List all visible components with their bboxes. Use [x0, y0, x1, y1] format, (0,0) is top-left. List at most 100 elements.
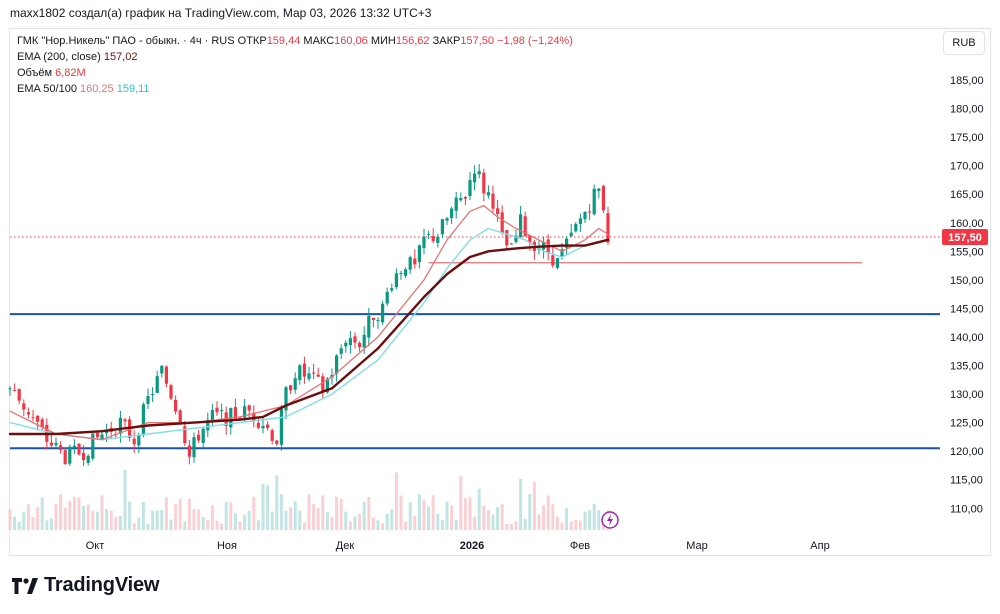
volume-bar: [597, 510, 601, 530]
candle-body: [210, 410, 214, 421]
candle-body: [270, 430, 274, 441]
candle-body: [468, 180, 472, 197]
candle-body: [574, 224, 578, 232]
candle-body: [312, 372, 316, 374]
open-label: ОТКР: [237, 35, 267, 47]
volume-bar: [229, 502, 233, 530]
candle-body: [551, 255, 555, 266]
candle-body: [422, 236, 426, 248]
tradingview-logo[interactable]: TradingView: [12, 574, 159, 597]
brand-name: TradingView: [44, 574, 160, 596]
volume-bar: [141, 501, 145, 530]
chart-frame[interactable]: [9, 28, 991, 556]
candle-body: [385, 291, 389, 304]
ema50100-label: EMA 50/100: [17, 83, 77, 95]
candle-body: [8, 388, 12, 390]
volume-bar: [519, 478, 523, 530]
volume-bar: [344, 511, 348, 530]
candle-body: [275, 440, 279, 444]
candle-body: [528, 235, 532, 243]
volume-bar: [270, 511, 274, 530]
volume-bar: [335, 496, 339, 530]
candle-body: [261, 426, 265, 429]
candle-body: [266, 424, 270, 429]
candle-body: [192, 437, 196, 458]
volume-bar: [206, 519, 210, 530]
candle-body: [118, 417, 122, 434]
volume-bar: [431, 495, 435, 530]
volume-bar: [40, 497, 44, 530]
candle-body: [307, 373, 311, 379]
volume-bar: [17, 521, 21, 530]
volume-bar: [45, 520, 49, 530]
symbol-title[interactable]: ГМК "Нор.Никель" ПАО - обыкн. · 4ч · RUS: [17, 35, 235, 47]
volume-bar: [445, 501, 449, 530]
candle-body: [482, 172, 486, 194]
y-tick-label: 120,00: [950, 446, 984, 458]
candle-body: [174, 399, 178, 412]
candle-body: [72, 445, 76, 449]
volume-bar: [155, 510, 159, 530]
change-value: −1,98 (−1,24%): [497, 35, 573, 47]
candle-body: [491, 193, 495, 209]
candle-body: [417, 245, 421, 262]
candle-body: [40, 419, 44, 428]
volume-bar: [82, 505, 86, 530]
candle-body: [496, 208, 500, 215]
chart-caption: maxx1802 создал(а) график на TradingView…: [10, 6, 432, 20]
candle-body: [592, 188, 596, 215]
volume-bar: [542, 505, 546, 530]
legend-ema200-row[interactable]: EMA (200, close) 157,02: [17, 49, 573, 65]
volume-bar: [160, 509, 164, 530]
ema-lines: [8, 204, 610, 441]
y-tick-label: 155,00: [950, 246, 984, 258]
candle-body: [164, 366, 168, 384]
volume-bar: [569, 521, 573, 530]
volume-bar: [532, 481, 536, 530]
candle-body: [408, 257, 412, 270]
legend-volume-row[interactable]: Объём 6,82М: [17, 65, 573, 81]
volume-bar: [187, 499, 191, 530]
volume-bar: [394, 472, 398, 530]
candle-body: [206, 419, 210, 431]
candle-body: [335, 355, 339, 374]
volume-bar: [330, 517, 334, 530]
volume-bar: [100, 495, 104, 530]
candle-body: [427, 233, 431, 235]
volume-bar: [371, 517, 375, 530]
candle-body: [289, 385, 293, 391]
volume-bar: [321, 495, 325, 530]
volume-bar: [583, 511, 587, 530]
volume-bar: [31, 516, 35, 530]
volume-label: Объём: [17, 67, 53, 79]
volume-bar: [233, 513, 237, 530]
legend-ema50100-row[interactable]: EMA 50/100 160,25 159,11: [17, 81, 573, 97]
x-tick-label: Апр: [810, 540, 829, 552]
currency-button[interactable]: RUB: [943, 31, 985, 55]
ema50-value: 160,25: [80, 83, 114, 95]
volume-bar: [546, 495, 550, 530]
candle-body: [137, 435, 141, 446]
candle-body: [293, 378, 297, 390]
volume-bar: [91, 510, 95, 530]
volume-bar: [183, 521, 187, 530]
candle-body: [505, 229, 509, 246]
candle-body: [390, 288, 394, 291]
candle-body: [31, 417, 35, 419]
candle-body: [187, 445, 191, 457]
volume-bar: [146, 523, 150, 530]
candle-body: [569, 232, 573, 237]
y-tick-label: 145,00: [950, 303, 984, 315]
candle-body: [141, 404, 145, 435]
y-tick-label: 180,00: [950, 104, 984, 116]
volume-bar: [316, 508, 320, 530]
high-label: МАКС: [303, 35, 335, 47]
candle-body: [431, 236, 435, 242]
volume-bar: [215, 520, 219, 530]
volume-bar: [132, 523, 136, 530]
y-tick-label: 115,00: [950, 475, 983, 487]
candle-body: [588, 211, 592, 213]
volume-bar: [362, 501, 366, 530]
candle-body: [247, 405, 251, 411]
